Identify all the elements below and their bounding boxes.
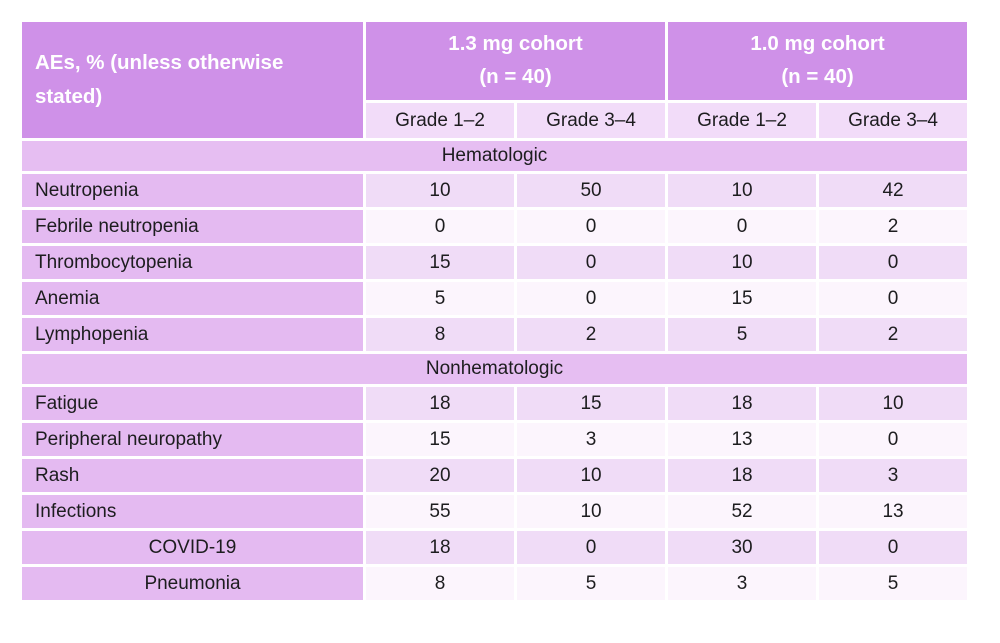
value-cell: 50 <box>517 174 666 207</box>
row-label: Anemia <box>22 282 363 315</box>
value-cell: 30 <box>668 531 817 564</box>
value-cell: 2 <box>517 318 666 351</box>
table-row: COVID-19 18 0 30 0 <box>22 531 968 564</box>
grade-header-1-0mg-grade3-4: Grade 3–4 <box>819 103 968 138</box>
value-cell: 18 <box>366 387 514 420</box>
row-label: Fatigue <box>22 387 363 420</box>
table-row: Infections 55 10 52 13 <box>22 495 968 528</box>
value-cell: 15 <box>366 423 514 456</box>
row-label: COVID-19 <box>22 531 363 564</box>
value-cell: 10 <box>517 459 666 492</box>
row-label: Infections <box>22 495 363 528</box>
adverse-events-table: AEs, % (unless otherwise stated) 1.3 mg … <box>19 19 970 603</box>
value-cell: 5 <box>819 567 968 600</box>
section-title: Nonhematologic <box>22 354 968 384</box>
cohort-title: 1.3 mg cohort <box>448 32 583 56</box>
value-cell: 52 <box>668 495 817 528</box>
grade-header-1-3mg-grade1-2: Grade 1–2 <box>366 103 514 138</box>
value-cell: 0 <box>366 210 514 243</box>
row-label: Rash <box>22 459 363 492</box>
value-cell: 10 <box>819 387 968 420</box>
value-cell: 42 <box>819 174 968 207</box>
table-row: Lymphopenia 8 2 5 2 <box>22 318 968 351</box>
value-cell: 18 <box>366 531 514 564</box>
row-label: Febrile neutropenia <box>22 210 363 243</box>
value-cell: 10 <box>517 495 666 528</box>
cohort-n: (n = 40) <box>479 65 552 88</box>
value-cell: 10 <box>668 174 817 207</box>
row-label: Pneumonia <box>22 567 363 600</box>
table-row: Fatigue 18 15 18 10 <box>22 387 968 420</box>
value-cell: 15 <box>668 282 817 315</box>
section-row-nonhematologic: Nonhematologic <box>22 354 968 384</box>
row-label: Peripheral neuropathy <box>22 423 363 456</box>
row-label: Thrombocytopenia <box>22 246 363 279</box>
value-cell: 20 <box>366 459 514 492</box>
corner-header: AEs, % (unless otherwise stated) <box>22 22 363 138</box>
grade-header-1-0mg-grade1-2: Grade 1–2 <box>668 103 817 138</box>
value-cell: 10 <box>668 246 817 279</box>
value-cell: 13 <box>668 423 817 456</box>
cohort-header-1-0mg: 1.0 mg cohort (n = 40) <box>668 22 968 100</box>
value-cell: 0 <box>668 210 817 243</box>
value-cell: 0 <box>517 210 666 243</box>
cohort-title: 1.0 mg cohort <box>750 32 885 56</box>
cohort-header-1-3mg: 1.3 mg cohort (n = 40) <box>366 22 666 100</box>
value-cell: 10 <box>366 174 514 207</box>
cohort-n: (n = 40) <box>781 65 854 88</box>
grade-header-row: Grade 1–2 Grade 3–4 Grade 1–2 Grade 3–4 <box>22 103 968 138</box>
section-title: Hematologic <box>22 141 968 171</box>
value-cell: 8 <box>366 318 514 351</box>
value-cell: 0 <box>517 531 666 564</box>
value-cell: 0 <box>819 531 968 564</box>
value-cell: 0 <box>517 282 666 315</box>
row-label: Lymphopenia <box>22 318 363 351</box>
grade-header-1-3mg-grade3-4: Grade 3–4 <box>517 103 666 138</box>
value-cell: 3 <box>517 423 666 456</box>
table-row: Pneumonia 8 5 3 5 <box>22 567 968 600</box>
table-row: Neutropenia 10 50 10 42 <box>22 174 968 207</box>
cohort-header-row: AEs, % (unless otherwise stated) 1.3 mg … <box>22 22 968 138</box>
section-row-hematologic: Hematologic <box>22 141 968 171</box>
table-row: Febrile neutropenia 0 0 0 2 <box>22 210 968 243</box>
value-cell: 0 <box>819 282 968 315</box>
value-cell: 18 <box>668 459 817 492</box>
row-label: Neutropenia <box>22 174 363 207</box>
table-row: Anemia 5 0 15 0 <box>22 282 968 315</box>
value-cell: 0 <box>517 246 666 279</box>
value-cell: 2 <box>819 210 968 243</box>
value-cell: 8 <box>366 567 514 600</box>
value-cell: 55 <box>366 495 514 528</box>
value-cell: 15 <box>366 246 514 279</box>
value-cell: 3 <box>668 567 817 600</box>
value-cell: 5 <box>366 282 514 315</box>
value-cell: 0 <box>819 246 968 279</box>
value-cell: 18 <box>668 387 817 420</box>
value-cell: 13 <box>819 495 968 528</box>
table-row: Rash 20 10 18 3 <box>22 459 968 492</box>
value-cell: 2 <box>819 318 968 351</box>
value-cell: 5 <box>517 567 666 600</box>
value-cell: 5 <box>668 318 817 351</box>
table-row: Thrombocytopenia 15 0 10 0 <box>22 246 968 279</box>
table-row: Peripheral neuropathy 15 3 13 0 <box>22 423 968 456</box>
value-cell: 15 <box>517 387 666 420</box>
value-cell: 3 <box>819 459 968 492</box>
value-cell: 0 <box>819 423 968 456</box>
